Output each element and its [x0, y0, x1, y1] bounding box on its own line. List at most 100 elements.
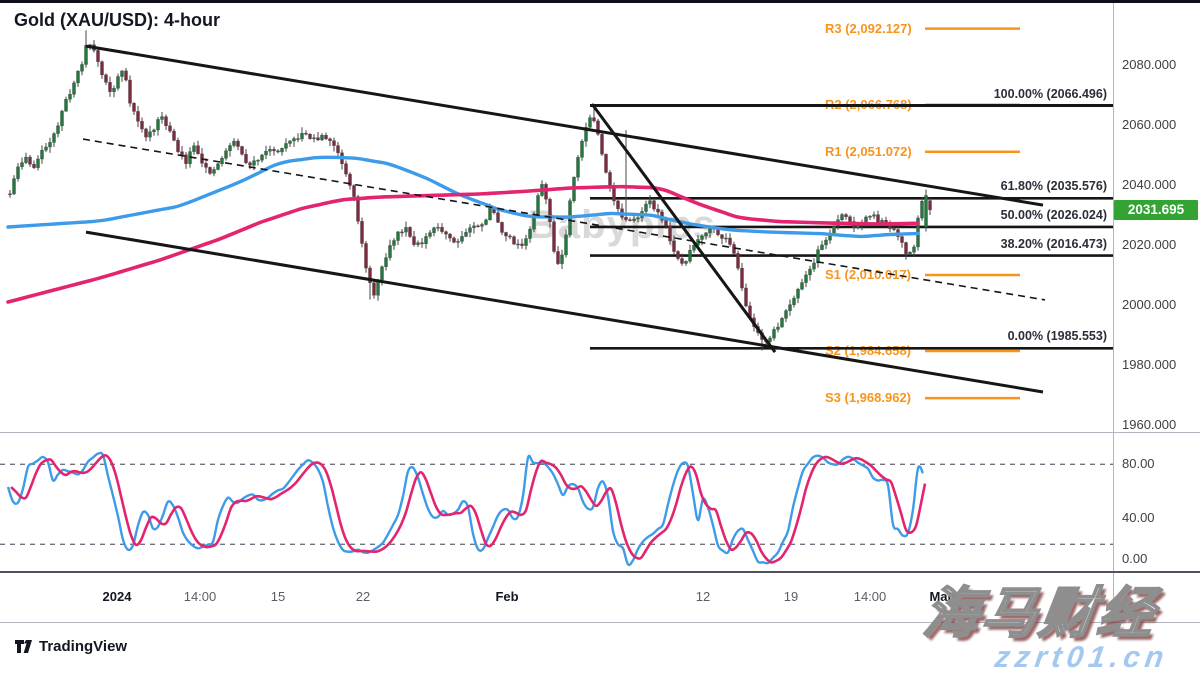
- candle-down[interactable]: [616, 200, 620, 210]
- candle-down[interactable]: [124, 70, 128, 81]
- price-axis-border[interactable]: [1113, 3, 1114, 622]
- candle-down[interactable]: [336, 145, 340, 154]
- candle-up[interactable]: [216, 163, 220, 170]
- candle-down[interactable]: [556, 251, 560, 264]
- candle-down[interactable]: [876, 214, 880, 224]
- candle-up[interactable]: [320, 134, 324, 141]
- candle-down[interactable]: [720, 234, 724, 239]
- candle-up[interactable]: [644, 203, 648, 212]
- candle-down[interactable]: [276, 150, 280, 153]
- candle-up[interactable]: [832, 225, 836, 234]
- candle-down[interactable]: [144, 128, 148, 138]
- candle-up[interactable]: [44, 146, 48, 151]
- candle-down[interactable]: [328, 138, 332, 141]
- candle-up[interactable]: [464, 232, 468, 237]
- candle-down[interactable]: [240, 146, 244, 155]
- candle-down[interactable]: [344, 163, 348, 175]
- candle-down[interactable]: [596, 120, 600, 135]
- candle-up[interactable]: [392, 240, 396, 246]
- candle-down[interactable]: [672, 240, 676, 252]
- candle-down[interactable]: [552, 221, 556, 252]
- candle-up[interactable]: [584, 127, 588, 142]
- candle-up[interactable]: [700, 235, 704, 240]
- candle-down[interactable]: [324, 134, 328, 140]
- candle-down[interactable]: [476, 225, 480, 228]
- candle-down[interactable]: [420, 242, 424, 245]
- candle-down[interactable]: [668, 225, 672, 242]
- candle-up[interactable]: [312, 137, 316, 139]
- candle-up[interactable]: [840, 214, 844, 220]
- candle-up[interactable]: [60, 110, 64, 127]
- candle-down[interactable]: [348, 173, 352, 186]
- candle-up[interactable]: [436, 227, 440, 229]
- candle-up[interactable]: [460, 236, 464, 242]
- candle-down[interactable]: [332, 140, 336, 146]
- candle-up[interactable]: [16, 166, 20, 179]
- candle-down[interactable]: [364, 243, 368, 269]
- candle-up[interactable]: [56, 125, 60, 134]
- candle-down[interactable]: [180, 151, 184, 155]
- candle-up[interactable]: [280, 148, 284, 153]
- candle-down[interactable]: [408, 227, 412, 237]
- candle-down[interactable]: [96, 50, 100, 62]
- candle-up[interactable]: [156, 119, 160, 131]
- candle-down[interactable]: [244, 154, 248, 164]
- candle-down[interactable]: [400, 231, 404, 234]
- candle-up[interactable]: [252, 160, 256, 166]
- candle-down[interactable]: [172, 130, 176, 141]
- candle-down[interactable]: [732, 244, 736, 254]
- candle-down[interactable]: [412, 236, 416, 245]
- candle-down[interactable]: [168, 125, 172, 132]
- candle-down[interactable]: [108, 82, 112, 92]
- ma-pink-line[interactable]: [6, 184, 920, 304]
- candle-up[interactable]: [380, 266, 384, 281]
- candle-down[interactable]: [176, 140, 180, 152]
- candle-down[interactable]: [844, 214, 848, 217]
- candle-up[interactable]: [232, 140, 236, 146]
- candle-down[interactable]: [440, 227, 444, 232]
- candle-up[interactable]: [824, 239, 828, 246]
- candle-up[interactable]: [468, 227, 472, 233]
- candle-up[interactable]: [704, 232, 708, 237]
- candle-up[interactable]: [148, 131, 152, 138]
- candle-up[interactable]: [708, 228, 712, 234]
- candle-down[interactable]: [664, 220, 668, 226]
- candle-down[interactable]: [656, 208, 660, 213]
- candle-up[interactable]: [688, 249, 692, 262]
- candle-up[interactable]: [20, 162, 24, 168]
- candle-up[interactable]: [416, 242, 420, 245]
- candle-down[interactable]: [900, 236, 904, 243]
- candle-down[interactable]: [548, 199, 552, 222]
- candle-up[interactable]: [820, 244, 824, 250]
- candle-up[interactable]: [116, 76, 120, 89]
- candle-up[interactable]: [772, 329, 776, 339]
- candle-down[interactable]: [904, 242, 908, 255]
- candle-up[interactable]: [224, 150, 228, 159]
- candle-up[interactable]: [288, 140, 292, 144]
- candle-up[interactable]: [912, 246, 916, 253]
- candle-down[interactable]: [728, 237, 732, 245]
- candle-up[interactable]: [816, 249, 820, 264]
- candle-down[interactable]: [8, 193, 12, 196]
- candle-down[interactable]: [304, 132, 308, 135]
- candle-down[interactable]: [208, 167, 212, 174]
- candle-up[interactable]: [472, 225, 476, 228]
- candle-up[interactable]: [48, 142, 52, 148]
- candle-up[interactable]: [456, 241, 460, 243]
- candle-down[interactable]: [736, 253, 740, 269]
- candle-down[interactable]: [508, 235, 512, 238]
- candle-down[interactable]: [600, 134, 604, 155]
- candle-down[interactable]: [184, 154, 188, 164]
- candle-up[interactable]: [524, 238, 528, 246]
- candle-up[interactable]: [300, 132, 304, 140]
- candle-up[interactable]: [292, 138, 296, 142]
- candle-up[interactable]: [192, 145, 196, 152]
- candle-down[interactable]: [744, 287, 748, 307]
- candle-down[interactable]: [248, 162, 252, 166]
- candle-up[interactable]: [212, 169, 216, 174]
- candle-up[interactable]: [800, 282, 804, 290]
- candle-up[interactable]: [404, 227, 408, 233]
- candle-down[interactable]: [676, 251, 680, 259]
- candle-up[interactable]: [564, 234, 568, 256]
- candle-up[interactable]: [260, 154, 264, 161]
